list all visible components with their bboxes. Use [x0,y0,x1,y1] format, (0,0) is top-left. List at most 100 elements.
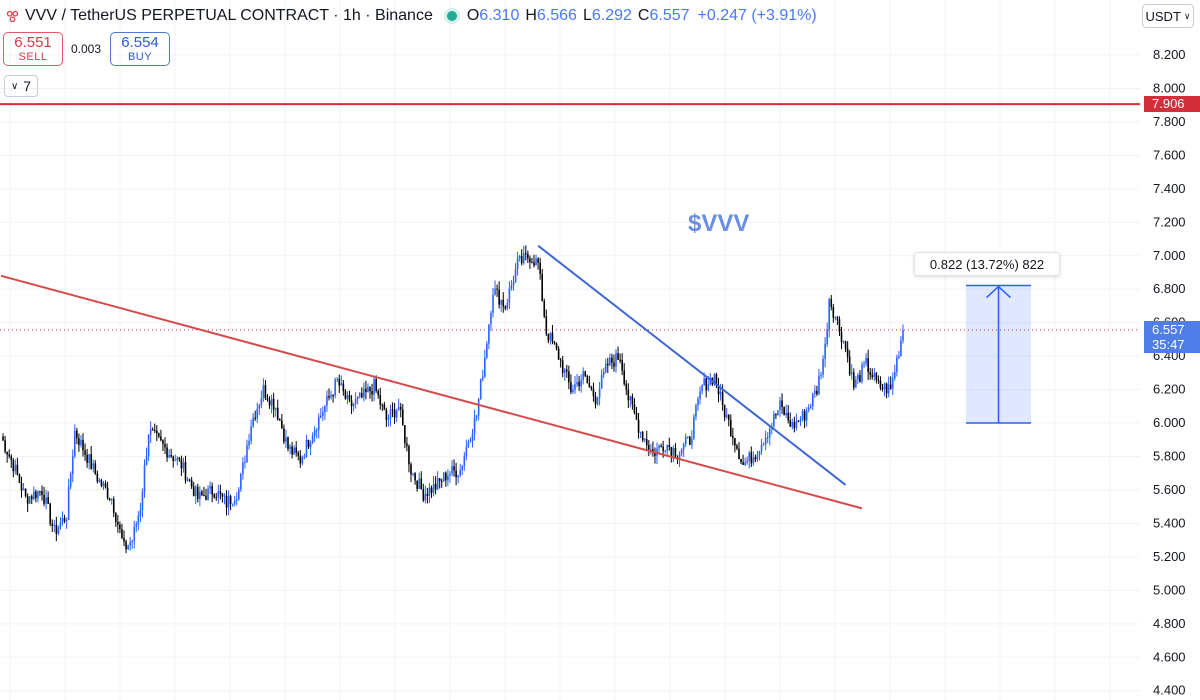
candle-body [406,443,408,447]
candle-body [8,454,10,457]
candle-body [203,494,205,496]
candle-body [490,312,492,325]
candle-body [246,445,248,462]
candle-body [324,405,326,413]
candle-body [387,418,390,420]
bar-countdown: 35:47 [1152,337,1185,352]
candle-body [381,404,384,406]
symbol-title[interactable]: VVV / TetherUS PERPETUAL CONTRACT · 1h ·… [25,7,433,24]
candle-body [254,417,256,419]
candle-body [768,428,771,438]
candle-body [231,503,234,505]
price-axis: 4.400 4.600 4.800 5.000 5.200 5.400 5.600 5.800… [1153,47,1186,698]
candle-body [719,392,722,395]
candle-body [445,472,447,481]
candle-body [457,475,459,478]
candle-body [879,380,882,389]
candle-body [715,374,718,386]
candle-body [697,398,699,406]
candle-body [170,454,172,457]
candle-body [455,470,457,478]
candle-body [516,258,519,270]
candle-body [123,537,125,542]
candle-body [693,416,695,439]
candle-body [76,430,78,439]
candle-body [525,253,527,255]
sell-button[interactable]: 6.551 SELL [3,32,63,66]
candle-body [256,408,259,419]
candle-body [590,386,593,390]
candle-body [367,387,369,393]
candle-body [26,495,29,504]
candle-body [781,400,783,408]
candle-body [713,374,716,385]
candle-body [336,378,338,380]
candle-body [88,454,90,463]
candle-body [104,483,107,488]
low-label: L [582,7,592,24]
candle-body [115,512,117,522]
candle-body [891,378,894,389]
candle-body [594,396,597,405]
binance-logo-icon [6,10,19,22]
candle-body [824,343,826,359]
candle-body [389,409,392,419]
candle-body [803,411,806,421]
candle-body [258,404,261,409]
candle-body [96,473,99,482]
candle-body [773,414,775,426]
candle-body [701,385,703,392]
candle-body [861,364,863,382]
candle-body [35,491,37,499]
candle-body [725,414,728,418]
candle-body [229,496,232,504]
buy-label: BUY [127,51,153,63]
candle-body [547,333,550,341]
candle-body [430,487,433,493]
indicators-toggle[interactable]: ∨ 7 [4,75,38,97]
candle-body [49,503,51,524]
candle-body [22,488,25,491]
candle-body [340,383,343,386]
candle-body [303,456,306,458]
candle-body [18,474,21,483]
candle-body [395,410,398,418]
currency-selector[interactable]: USDT ∨ [1142,4,1194,28]
candle-body [717,385,720,395]
open-value: 6.310 [479,7,520,24]
candle-body [39,491,41,493]
candle-body [156,430,158,434]
price-tick-label: 8.000 [1153,80,1186,95]
candle-body [14,464,17,472]
candle-body [137,515,140,525]
price-tick-label: 7.200 [1153,214,1186,229]
candle-body [238,489,240,500]
candle-body [508,288,511,304]
candle-body [268,400,271,406]
resistance-price-tag: 7.906 [1144,96,1200,112]
candle-body [672,448,675,456]
candle-body [356,396,359,400]
candle-body [838,319,841,332]
candle-body [399,406,402,410]
candle-body [320,415,322,418]
candle-body [197,486,199,500]
candle-body [172,456,174,461]
buy-button[interactable]: 6.554 BUY [110,32,170,66]
candle-body [199,491,201,500]
candle-body [756,454,759,460]
candle-body [2,436,4,441]
candle-body [650,449,652,451]
candle-body [799,419,802,422]
candle-body [684,437,687,444]
candle-body [82,439,84,451]
candle-body [279,419,281,421]
candle-body [566,369,568,372]
candle-body [84,450,86,455]
candle-body [531,261,533,263]
candle-body [182,462,185,469]
candle-body [285,437,287,442]
candle-body [53,524,56,526]
candle-body [6,451,8,455]
